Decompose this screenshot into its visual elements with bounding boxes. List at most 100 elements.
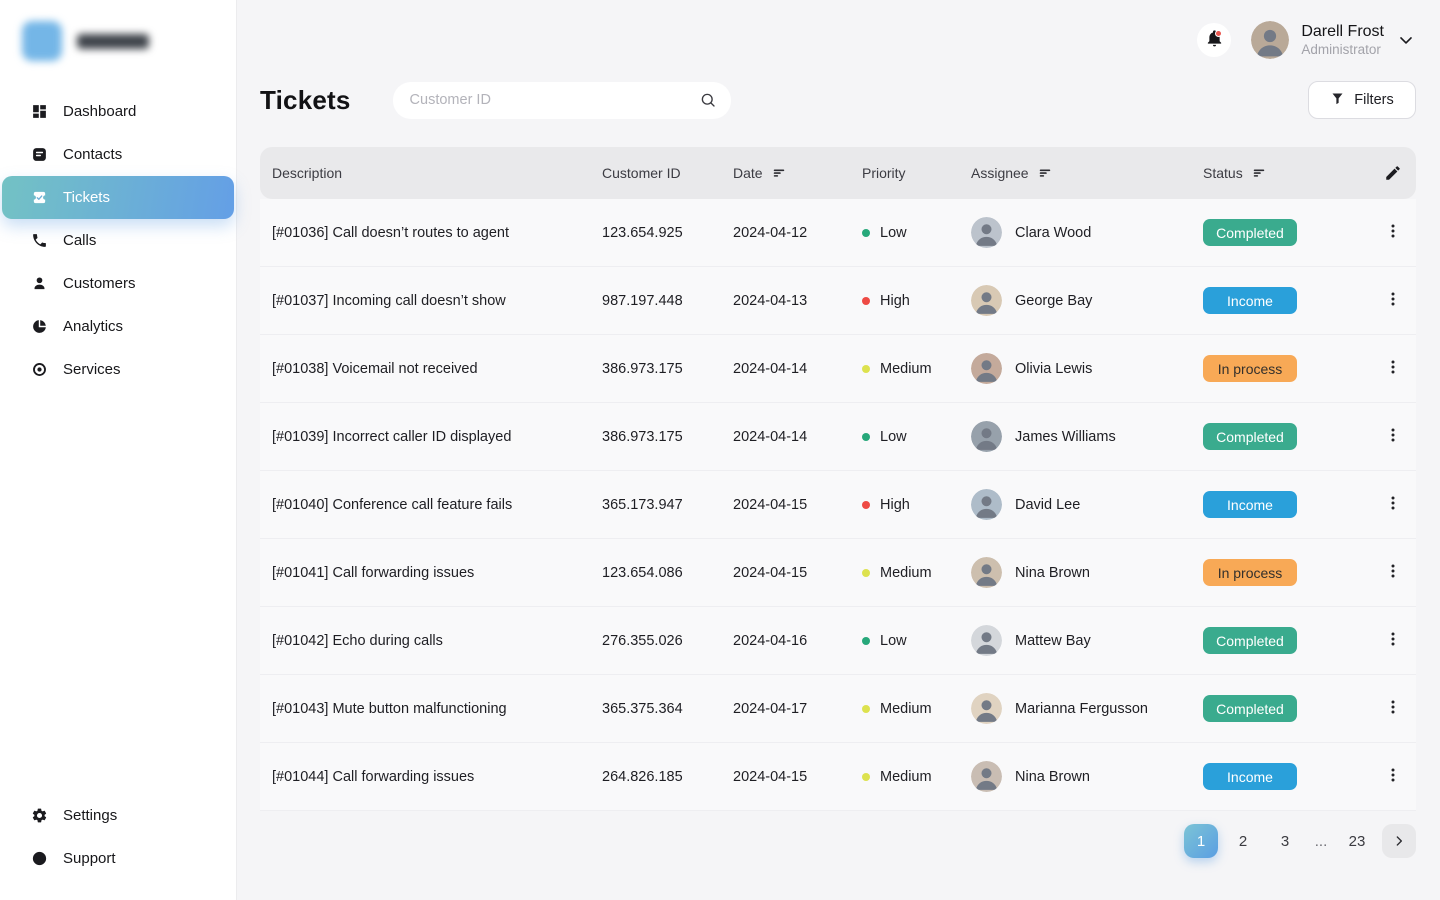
filters-button[interactable]: Filters	[1308, 81, 1416, 119]
edit-pen-icon[interactable]	[1384, 164, 1402, 182]
pagination-ellipsis: ...	[1314, 832, 1328, 850]
table-row: [#01040] Conference call feature fails 3…	[260, 471, 1416, 539]
ticket-priority: Medium	[862, 769, 971, 785]
priority-label: Low	[880, 632, 907, 649]
sidebar-item-analytics[interactable]: Analytics	[0, 305, 236, 348]
ticket-assignee: Nina Brown	[971, 761, 1203, 792]
ticket-description: [#01040] Conference call feature fails	[272, 496, 513, 513]
priority-dot-icon	[862, 568, 870, 577]
assignee-name: David Lee	[1015, 496, 1081, 513]
row-menu-button[interactable]	[1379, 695, 1407, 723]
phone-icon	[31, 232, 48, 249]
ticket-priority: Low	[862, 429, 971, 445]
column-label: Status	[1203, 165, 1243, 181]
priority-label: High	[880, 496, 910, 513]
sidebar-item-calls[interactable]: Calls	[0, 219, 236, 262]
services-icon	[31, 361, 48, 378]
ticket-description: [#01043] Mute button malfunctioning	[272, 700, 507, 717]
sidebar-item-label: Tickets	[63, 189, 110, 206]
sort-icon[interactable]	[772, 166, 786, 180]
column-label: Customer ID	[602, 165, 681, 181]
assignee-name: George Bay	[1015, 292, 1093, 309]
chevron-down-icon	[1396, 30, 1416, 50]
search-icon[interactable]	[699, 91, 717, 109]
ticket-priority: Low	[862, 225, 971, 241]
pie-chart-icon	[31, 318, 48, 335]
person-icon	[31, 275, 48, 292]
ticket-assignee: Marianna Fergusson	[971, 693, 1203, 724]
page-button-3[interactable]: 3	[1268, 824, 1302, 858]
topbar: Darell Frost Administrator	[260, 0, 1416, 72]
sidebar-item-settings[interactable]: Settings	[0, 794, 236, 837]
gear-icon	[31, 807, 48, 824]
sort-icon[interactable]	[1038, 166, 1052, 180]
row-menu-button[interactable]	[1379, 763, 1407, 791]
ticket-customer-id: 386.973.175	[602, 428, 683, 445]
table-row: [#01037] Incoming call doesn’t show 987.…	[260, 267, 1416, 335]
column-header-priority: Priority	[862, 165, 971, 181]
column-label: Priority	[862, 165, 906, 181]
assignee-avatar	[971, 761, 1002, 792]
status-badge: Completed	[1203, 627, 1297, 654]
user-menu[interactable]: Darell Frost Administrator	[1251, 21, 1416, 59]
page-button-1[interactable]: 1	[1184, 824, 1218, 858]
sidebar-item-services[interactable]: Services	[0, 348, 236, 391]
row-menu-button[interactable]	[1379, 219, 1407, 247]
column-header-status: Status	[1203, 165, 1369, 181]
ticket-date: 2024-04-15	[733, 564, 808, 581]
assignee-name: Clara Wood	[1015, 224, 1092, 241]
main-content: Darell Frost Administrator Tickets Filte…	[237, 0, 1440, 900]
priority-label: Medium	[880, 360, 932, 377]
ticket-customer-id: 365.375.364	[602, 700, 683, 717]
ticket-assignee: Olivia Lewis	[971, 353, 1203, 384]
row-menu-button[interactable]	[1379, 627, 1407, 655]
sidebar-item-tickets[interactable]: Tickets	[2, 176, 234, 219]
row-menu-button[interactable]	[1379, 355, 1407, 383]
status-badge: In process	[1203, 559, 1297, 586]
sort-icon[interactable]	[1252, 166, 1266, 180]
row-menu-button[interactable]	[1379, 559, 1407, 587]
search-box	[392, 81, 731, 119]
row-menu-button[interactable]	[1379, 491, 1407, 519]
sidebar-item-label: Contacts	[63, 146, 123, 163]
ticket-customer-id: 123.654.086	[602, 564, 683, 581]
ticket-description: [#01042] Echo during calls	[272, 632, 443, 649]
ticket-description: [#01038] Voicemail not received	[272, 360, 478, 377]
ticket-assignee: Nina Brown	[971, 557, 1203, 588]
status-badge: In process	[1203, 355, 1297, 382]
life-buoy-icon	[31, 850, 48, 867]
assignee-avatar	[971, 353, 1002, 384]
sidebar-item-support[interactable]: Support	[0, 837, 236, 880]
ticket-description: [#01039] Incorrect caller ID displayed	[272, 428, 512, 445]
tickets-table: Description Customer ID Date Priority Assign…	[260, 147, 1416, 811]
column-label: Assignee	[971, 165, 1029, 181]
priority-label: High	[880, 292, 910, 309]
sidebar-item-contacts[interactable]: Contacts	[0, 133, 236, 176]
ticket-assignee: George Bay	[971, 285, 1203, 316]
assignee-name: James Williams	[1015, 428, 1116, 445]
assignee-avatar	[971, 693, 1002, 724]
ticket-date: 2024-04-15	[733, 768, 808, 785]
page-button-23[interactable]: 23	[1340, 824, 1374, 858]
sidebar-item-customers[interactable]: Customers	[0, 262, 236, 305]
ticket-assignee: Mattew Bay	[971, 625, 1203, 656]
column-label: Date	[733, 165, 763, 181]
next-page-button[interactable]	[1382, 824, 1416, 858]
page-button-2[interactable]: 2	[1226, 824, 1260, 858]
page-header: Tickets Filters	[260, 78, 1416, 122]
row-menu-button[interactable]	[1379, 287, 1407, 315]
user-name: Darell Frost	[1301, 22, 1384, 40]
sidebar-item-label: Settings	[63, 807, 118, 824]
filters-label: Filters	[1354, 92, 1394, 108]
priority-label: Medium	[880, 564, 932, 581]
ticket-priority: High	[862, 497, 971, 513]
sidebar-item-dashboard[interactable]: Dashboard	[0, 90, 236, 133]
assignee-name: Marianna Fergusson	[1015, 700, 1148, 717]
row-menu-button[interactable]	[1379, 423, 1407, 451]
notifications-button[interactable]	[1197, 23, 1232, 57]
ticket-assignee: Clara Wood	[971, 217, 1203, 248]
status-badge: Income	[1203, 287, 1297, 314]
status-badge: Completed	[1203, 695, 1297, 722]
ticket-priority: Medium	[862, 361, 971, 377]
search-input[interactable]	[409, 92, 699, 108]
